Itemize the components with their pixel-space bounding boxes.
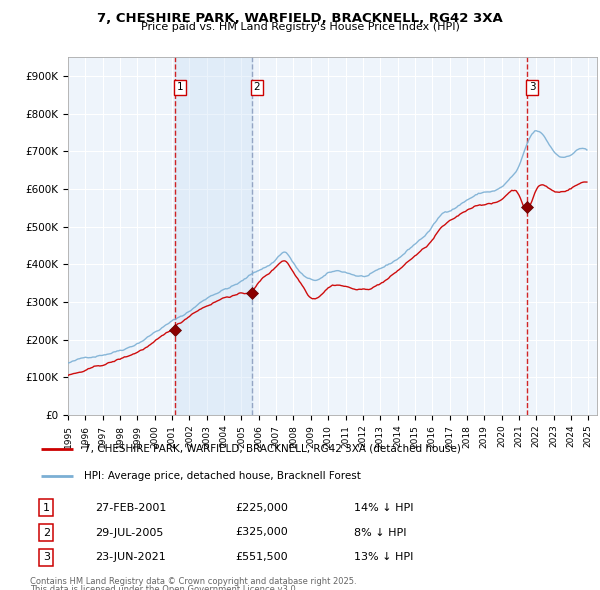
Text: 3: 3: [43, 552, 50, 562]
Text: 23-JUN-2021: 23-JUN-2021: [95, 552, 166, 562]
Text: Contains HM Land Registry data © Crown copyright and database right 2025.: Contains HM Land Registry data © Crown c…: [30, 577, 356, 586]
Text: 2: 2: [253, 82, 260, 92]
Text: Price paid vs. HM Land Registry's House Price Index (HPI): Price paid vs. HM Land Registry's House …: [140, 22, 460, 32]
Text: 29-JUL-2005: 29-JUL-2005: [95, 527, 163, 537]
Text: £325,000: £325,000: [235, 527, 288, 537]
Text: 2: 2: [43, 527, 50, 537]
Text: 27-FEB-2001: 27-FEB-2001: [95, 503, 166, 513]
Text: This data is licensed under the Open Government Licence v3.0.: This data is licensed under the Open Gov…: [30, 585, 298, 590]
Bar: [175, 57, 251, 415]
Text: 7, CHESHIRE PARK, WARFIELD, BRACKNELL, RG42 3XA: 7, CHESHIRE PARK, WARFIELD, BRACKNELL, R…: [97, 12, 503, 25]
Text: 7, CHESHIRE PARK, WARFIELD, BRACKNELL, RG42 3XA (detached house): 7, CHESHIRE PARK, WARFIELD, BRACKNELL, R…: [84, 444, 461, 454]
Text: HPI: Average price, detached house, Bracknell Forest: HPI: Average price, detached house, Brac…: [84, 471, 361, 481]
Text: £551,500: £551,500: [235, 552, 288, 562]
Text: 1: 1: [177, 82, 184, 92]
Text: 13% ↓ HPI: 13% ↓ HPI: [354, 552, 413, 562]
Text: 8% ↓ HPI: 8% ↓ HPI: [354, 527, 407, 537]
Text: 14% ↓ HPI: 14% ↓ HPI: [354, 503, 413, 513]
Text: 1: 1: [43, 503, 50, 513]
Text: £225,000: £225,000: [235, 503, 288, 513]
Text: 3: 3: [529, 82, 536, 92]
